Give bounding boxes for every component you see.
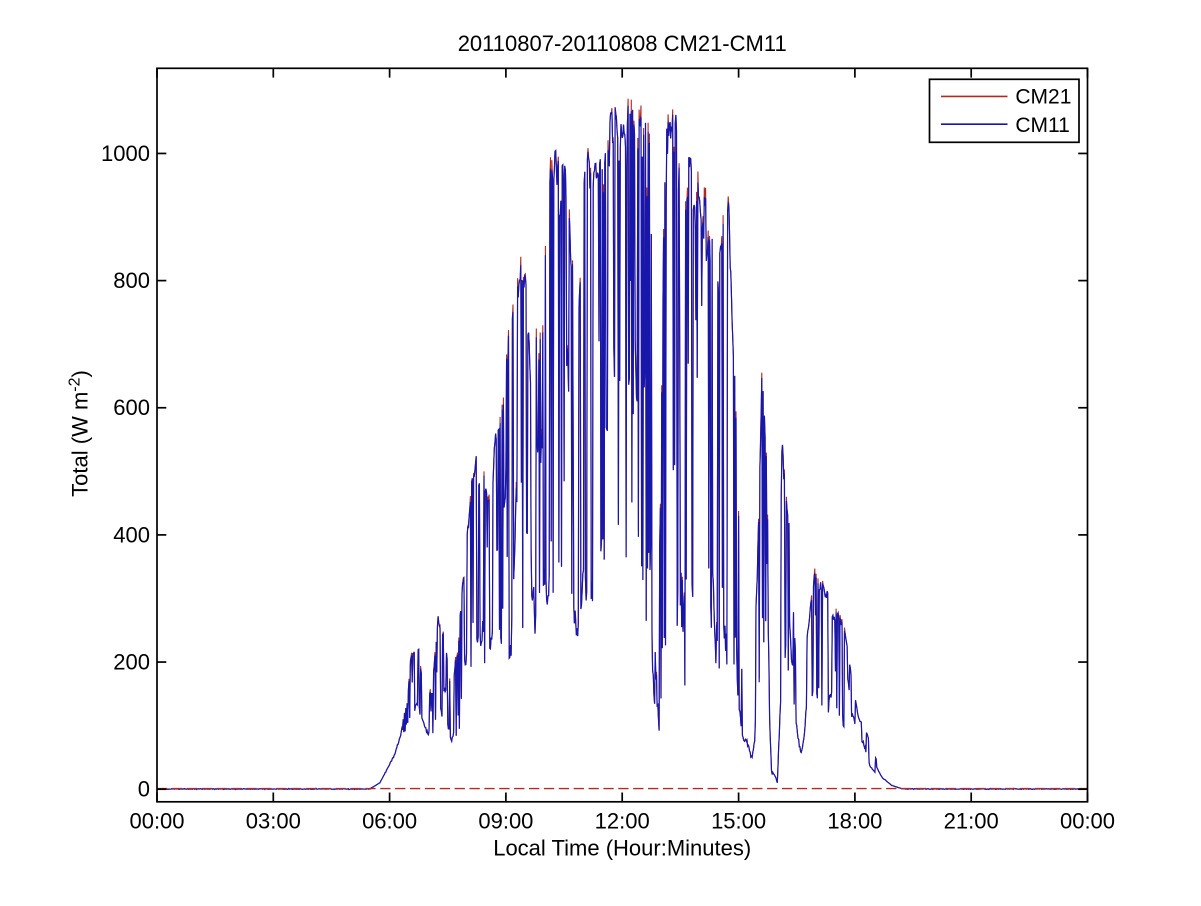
svg-text:00:00: 00:00	[129, 809, 184, 834]
svg-text:21:00: 21:00	[944, 809, 999, 834]
svg-text:CM11: CM11	[1015, 114, 1069, 137]
svg-text:0: 0	[138, 777, 150, 802]
svg-text:15:00: 15:00	[711, 809, 766, 834]
svg-text:18:00: 18:00	[827, 809, 882, 834]
svg-text:09:00: 09:00	[478, 809, 533, 834]
svg-text:600: 600	[113, 395, 150, 420]
svg-text:20110807-20110808 CM21-CM11: 20110807-20110808 CM21-CM11	[458, 31, 787, 56]
svg-text:200: 200	[113, 650, 150, 675]
svg-text:800: 800	[113, 268, 150, 293]
svg-text:400: 400	[113, 522, 150, 547]
svg-text:CM21: CM21	[1015, 86, 1071, 109]
svg-text:1000: 1000	[101, 141, 150, 166]
svg-text:Local Time (Hour:Minutes): Local Time (Hour:Minutes)	[493, 836, 751, 861]
svg-text:00:00: 00:00	[1060, 809, 1115, 834]
svg-text:03:00: 03:00	[246, 809, 301, 834]
svg-text:06:00: 06:00	[362, 809, 417, 834]
svg-text:12:00: 12:00	[595, 809, 650, 834]
